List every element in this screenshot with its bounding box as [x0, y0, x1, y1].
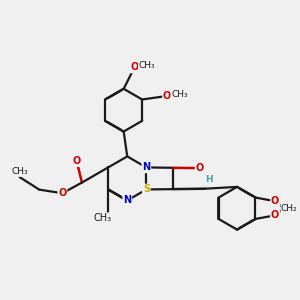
Text: O: O — [58, 188, 67, 198]
Text: O: O — [196, 163, 204, 173]
Text: CH₃: CH₃ — [94, 213, 112, 223]
Text: O: O — [271, 196, 279, 206]
Text: CH₃: CH₃ — [171, 90, 188, 99]
Text: CH₂: CH₂ — [281, 204, 298, 213]
Text: O: O — [130, 62, 139, 73]
Text: N: N — [123, 196, 131, 206]
Text: CH₃: CH₃ — [11, 167, 28, 176]
Text: H: H — [205, 175, 212, 184]
Text: S: S — [143, 184, 150, 194]
Text: O: O — [271, 210, 279, 220]
Text: CH₃: CH₃ — [139, 61, 155, 70]
Text: N: N — [142, 162, 150, 172]
Text: O: O — [73, 156, 81, 166]
Text: O: O — [163, 91, 171, 101]
